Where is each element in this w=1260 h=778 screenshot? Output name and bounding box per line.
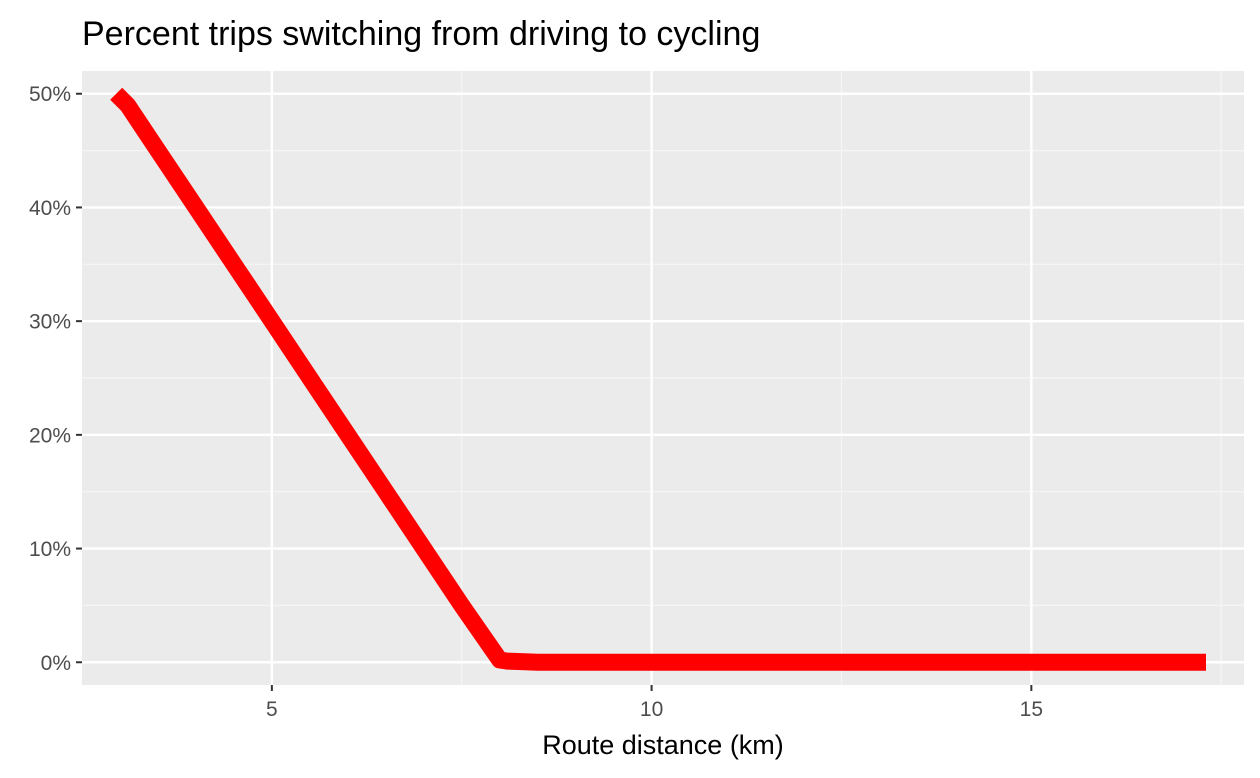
- y-axis: 0% 10% 20% 30% 40% 50%: [29, 83, 82, 675]
- x-tick-label: 10: [640, 698, 663, 721]
- series-layer: [110, 87, 1206, 671]
- chart-title: Percent trips switching from driving to …: [82, 15, 760, 53]
- y-tick-label: 40%: [29, 197, 71, 220]
- y-tick-label: 10%: [29, 538, 71, 561]
- x-tick-label: 15: [1020, 698, 1043, 721]
- minor-gridlines: [82, 71, 1244, 685]
- y-tick-label: 0%: [41, 652, 71, 675]
- x-axis: 5 10 15: [266, 685, 1043, 721]
- y-tick-label: 50%: [29, 83, 71, 106]
- x-tick-label: 5: [266, 698, 278, 721]
- y-tick-label: 30%: [29, 311, 71, 334]
- y-tick-label: 20%: [29, 424, 71, 447]
- series-line: [110, 87, 1206, 671]
- x-axis-title: Route distance (km): [542, 730, 784, 760]
